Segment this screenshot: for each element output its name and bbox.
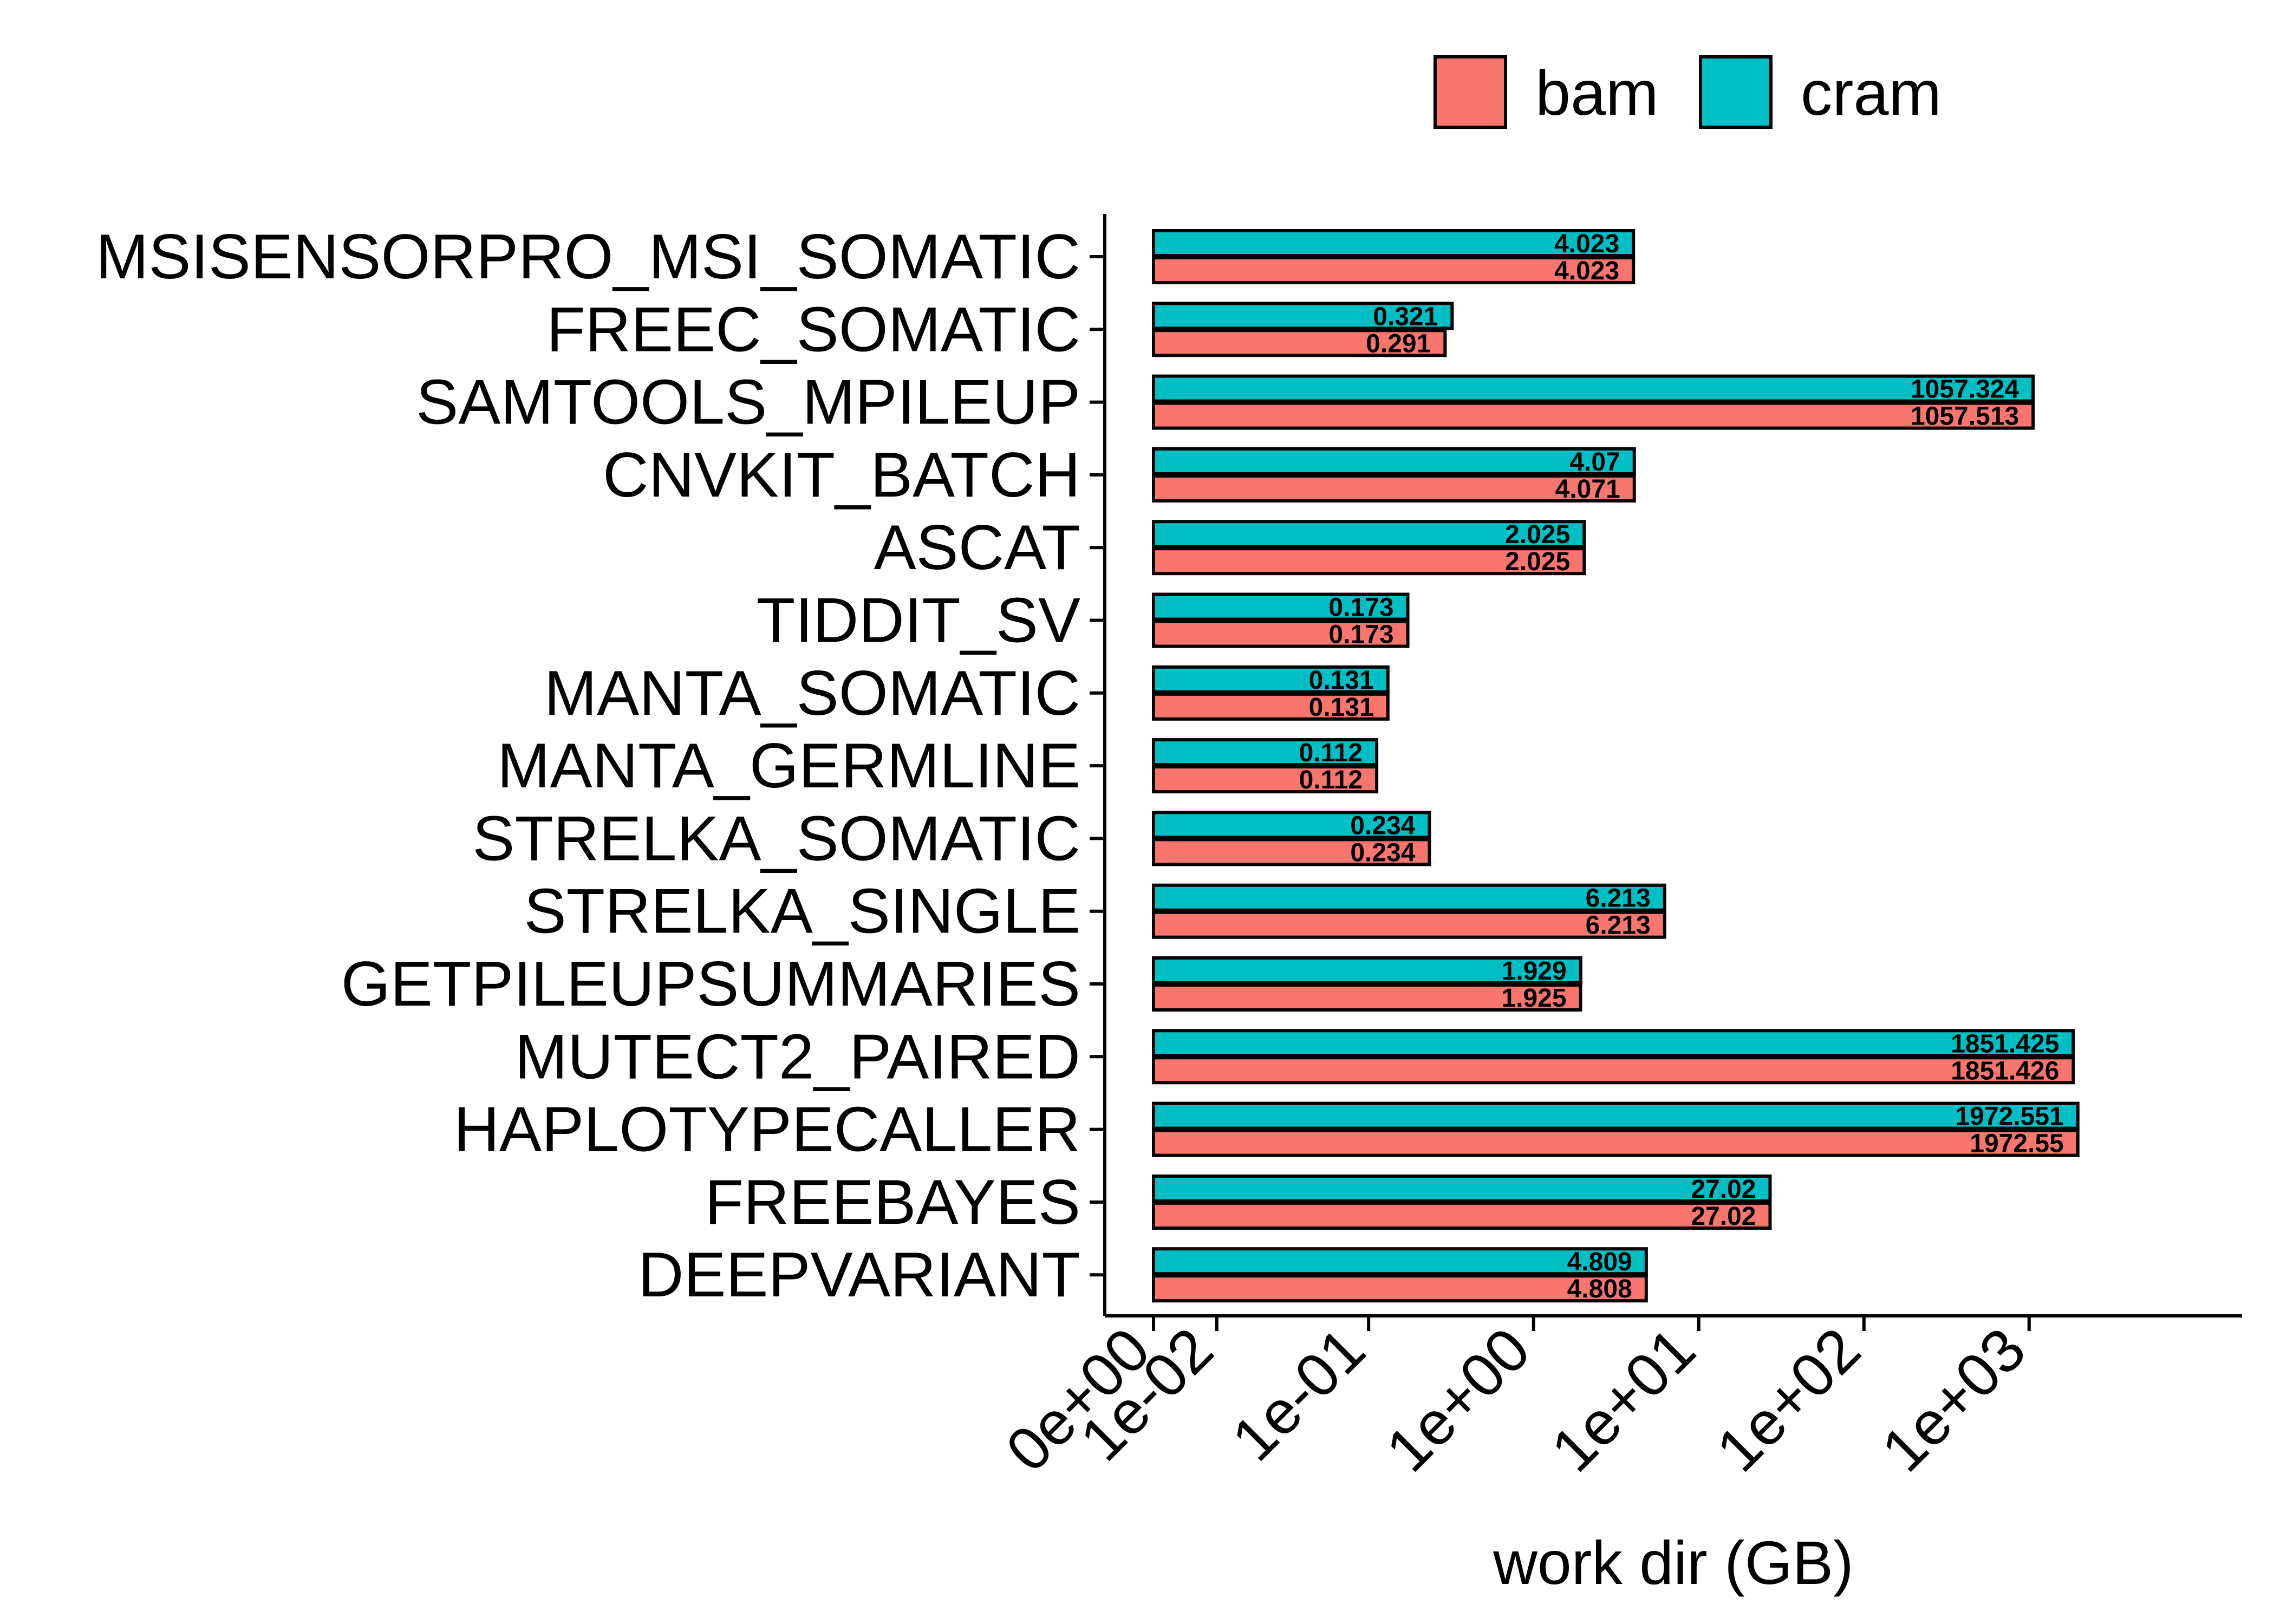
- bar-cram: [1152, 229, 1636, 257]
- bar-cram: [1152, 1101, 2080, 1130]
- bar-cram: [1152, 811, 1431, 839]
- category-label: MANTA_SOMATIC: [544, 657, 1080, 728]
- category-label: FREEBAYES: [705, 1166, 1080, 1237]
- x-tick-label: 1e+03: [1868, 1315, 2038, 1485]
- value-label-bam: 4.808: [1567, 1275, 1632, 1303]
- bar-cram: [1152, 302, 1454, 330]
- x-tick-label: 1e-01: [1219, 1315, 1378, 1473]
- value-label-cram: 27.02: [1691, 1175, 1756, 1204]
- value-label-cram: 0.131: [1309, 666, 1374, 695]
- value-label-bam: 0.131: [1309, 693, 1374, 722]
- x-tick-label: 1e+01: [1538, 1315, 1708, 1485]
- bar-bam: [1152, 910, 1666, 939]
- value-label-bam: 0.234: [1350, 838, 1415, 867]
- value-label-cram: 4.023: [1554, 230, 1619, 258]
- bar-bam: [1152, 765, 1379, 794]
- category-label: CNVKIT_BATCH: [603, 439, 1080, 510]
- x-tick-label: 1e+02: [1703, 1315, 1873, 1485]
- category-label: FREEC_SOMATIC: [546, 294, 1080, 364]
- value-label-cram: 1057.324: [1911, 375, 2019, 404]
- bar-cram: [1152, 956, 1582, 984]
- category-label: MUTECT2_PAIRED: [515, 1021, 1081, 1092]
- bar-cram: [1152, 374, 2035, 403]
- legend-label-bam: bam: [1535, 57, 1659, 128]
- category-label: TIDDIT_SV: [757, 585, 1080, 656]
- bar-bam: [1152, 401, 2035, 430]
- bar-cram: [1152, 1029, 2075, 1058]
- category-labels: MSISENSORPRO_MSI_SOMATICFREEC_SOMATICSAM…: [96, 221, 1080, 1310]
- bar-cram: [1152, 520, 1586, 549]
- value-label-cram: 4.809: [1567, 1248, 1632, 1276]
- legend-label-cram: cram: [1801, 57, 1941, 128]
- bar-bam: [1152, 983, 1582, 1012]
- category-label: DEEPVARIANT: [638, 1239, 1080, 1310]
- bar-bam: [1152, 1201, 1772, 1230]
- x-axis-title: work dir (GB): [1493, 1529, 1853, 1597]
- value-label-bam: 0.173: [1328, 621, 1393, 649]
- bar-bam: [1152, 1056, 2075, 1085]
- value-label-cram: 0.173: [1328, 593, 1393, 622]
- bar-cram: [1152, 738, 1379, 767]
- value-label-cram: 1851.425: [1951, 1029, 2059, 1058]
- bar-bam: [1152, 838, 1431, 866]
- bar-bam: [1152, 547, 1586, 576]
- value-label-bam: 1057.513: [1911, 402, 2019, 431]
- category-label: MANTA_GERMLINE: [497, 730, 1080, 801]
- value-label-cram: 6.213: [1586, 884, 1651, 913]
- bar-cram: [1152, 1247, 1648, 1276]
- bar-cram: [1152, 883, 1666, 912]
- value-label-bam: 6.213: [1586, 911, 1651, 940]
- value-label-cram: 1972.551: [1956, 1103, 2064, 1131]
- bar-bam: [1152, 692, 1390, 721]
- value-label-bam: 27.02: [1691, 1202, 1756, 1231]
- legend-key-bam: [1434, 55, 1507, 129]
- category-label: HAPLOTYPECALLER: [454, 1094, 1080, 1165]
- bars: [1152, 229, 2080, 1303]
- category-label: STRELKA_SOMATIC: [472, 803, 1080, 873]
- value-label-cram: 0.112: [1299, 739, 1363, 767]
- bar-cram: [1152, 592, 1410, 621]
- value-label-bam: 4.071: [1555, 475, 1620, 504]
- value-label-bam: 1972.55: [1970, 1130, 2064, 1158]
- bar-cram: [1152, 1174, 1772, 1203]
- category-label: GETPILEUPSUMMARIES: [341, 948, 1080, 1019]
- bar-bam: [1152, 619, 1410, 648]
- value-label-bam: 4.023: [1554, 257, 1619, 285]
- bar-cram: [1152, 447, 1636, 475]
- value-label-cram: 1.929: [1502, 957, 1567, 986]
- bar-bam: [1152, 256, 1636, 284]
- axes: [1090, 214, 2242, 1318]
- bar-cram: [1152, 665, 1390, 694]
- value-label-cram: 4.07: [1569, 448, 1620, 477]
- category-label: ASCAT: [874, 512, 1080, 583]
- legend: bam cram: [1434, 55, 1941, 129]
- value-label-bam: 0.112: [1299, 766, 1363, 794]
- value-label-bam: 2.025: [1505, 547, 1570, 576]
- category-label: MSISENSORPRO_MSI_SOMATIC: [96, 221, 1080, 292]
- bar-bam: [1152, 1129, 2080, 1157]
- value-label-cram: 0.234: [1350, 811, 1415, 840]
- legend-key-cram: [1699, 55, 1773, 129]
- category-label: STRELKA_SINGLE: [524, 876, 1080, 947]
- category-label: SAMTOOLS_MPILEUP: [416, 367, 1080, 438]
- value-label-bam: 1.925: [1501, 984, 1566, 1013]
- bar-bam: [1152, 474, 1636, 503]
- x-tick-label: 1e+00: [1373, 1315, 1543, 1485]
- value-label-bam: 1851.426: [1951, 1056, 2059, 1085]
- value-label-bam: 0.291: [1366, 329, 1431, 358]
- value-label-cram: 2.025: [1505, 520, 1570, 549]
- value-label-cram: 0.321: [1373, 302, 1438, 331]
- bar-bam: [1152, 329, 1447, 357]
- bar-bam: [1152, 1274, 1648, 1303]
